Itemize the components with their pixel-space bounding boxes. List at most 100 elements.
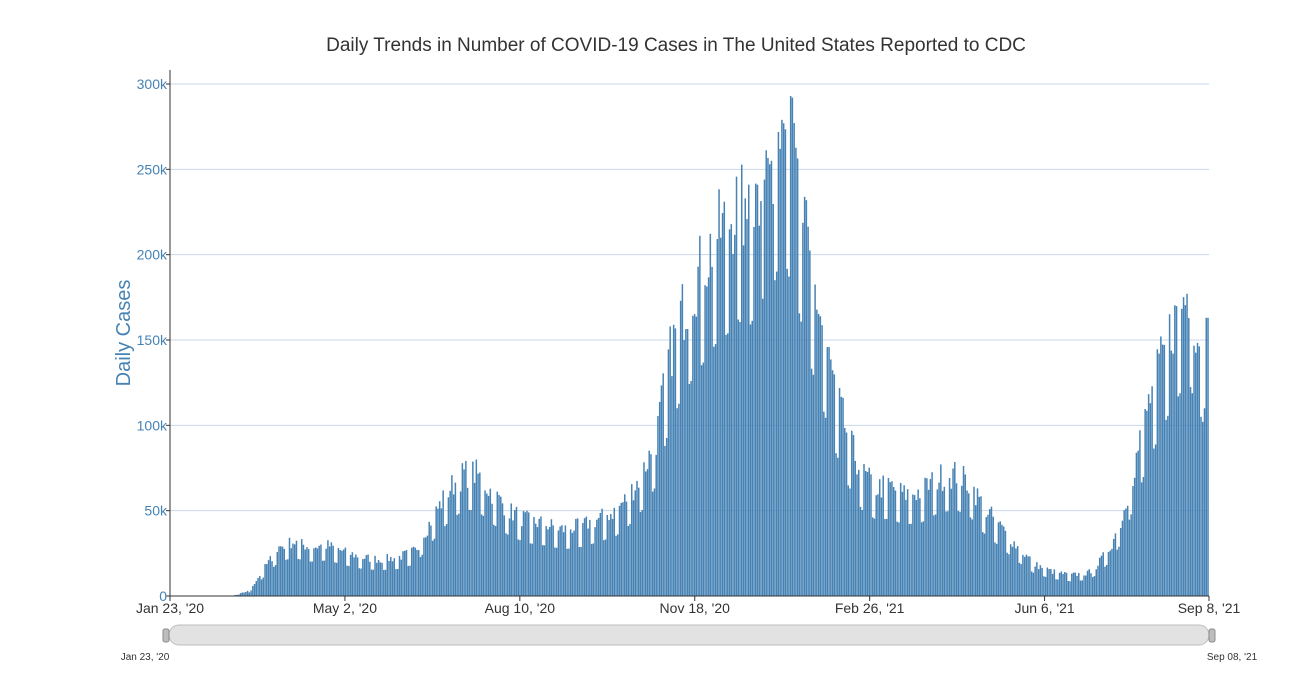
bar[interactable] — [234, 594, 237, 596]
bar[interactable] — [417, 550, 420, 596]
bar[interactable] — [596, 519, 598, 596]
bar[interactable] — [1189, 387, 1192, 596]
bar[interactable] — [501, 503, 504, 596]
bar[interactable] — [344, 547, 347, 596]
bar[interactable] — [541, 545, 544, 596]
bar[interactable] — [662, 373, 664, 596]
bar[interactable] — [884, 519, 886, 596]
bar[interactable] — [1093, 576, 1096, 596]
bar[interactable] — [779, 148, 781, 596]
bar[interactable] — [866, 471, 869, 596]
bar[interactable] — [444, 526, 446, 596]
bar[interactable] — [725, 334, 727, 596]
bar[interactable] — [461, 463, 464, 596]
bar[interactable] — [632, 500, 635, 596]
bar[interactable] — [1191, 393, 1194, 596]
bar[interactable] — [576, 518, 579, 596]
bar[interactable] — [1182, 297, 1185, 596]
bar[interactable] — [756, 184, 759, 596]
bar[interactable] — [927, 489, 930, 596]
bar[interactable] — [571, 532, 574, 596]
bar[interactable] — [720, 237, 722, 596]
bar[interactable] — [594, 527, 596, 596]
bar[interactable] — [625, 501, 628, 596]
bar[interactable] — [1006, 552, 1008, 596]
bar[interactable] — [615, 535, 617, 596]
bar[interactable] — [674, 328, 677, 596]
bar[interactable] — [734, 234, 736, 596]
bar[interactable] — [386, 554, 389, 596]
bar[interactable] — [941, 490, 944, 596]
bar[interactable] — [379, 562, 382, 596]
bar[interactable] — [926, 478, 928, 596]
bar[interactable] — [348, 566, 350, 596]
bar[interactable] — [877, 494, 879, 596]
bar[interactable] — [1025, 554, 1028, 596]
bar[interactable] — [1037, 569, 1040, 596]
bar[interactable] — [971, 519, 974, 596]
bar[interactable] — [980, 496, 982, 596]
bar[interactable] — [430, 525, 432, 596]
bar[interactable] — [351, 552, 354, 596]
bar[interactable] — [943, 486, 946, 596]
bar[interactable] — [1126, 505, 1129, 596]
bar[interactable] — [1081, 580, 1084, 596]
bar[interactable] — [812, 374, 815, 596]
bar[interactable] — [1043, 576, 1045, 596]
bar[interactable] — [685, 329, 687, 596]
bar[interactable] — [985, 517, 987, 596]
bar[interactable] — [302, 544, 305, 596]
bar[interactable] — [445, 523, 448, 596]
bar[interactable] — [1076, 575, 1078, 596]
bar[interactable] — [856, 474, 858, 596]
bar[interactable] — [1207, 317, 1209, 596]
bar[interactable] — [353, 557, 355, 596]
bar[interactable] — [1092, 577, 1094, 596]
bar[interactable] — [899, 482, 902, 596]
bar[interactable] — [913, 495, 916, 596]
bar[interactable] — [393, 558, 396, 596]
bar[interactable] — [644, 471, 647, 596]
bar[interactable] — [655, 454, 657, 596]
bar[interactable] — [631, 484, 633, 596]
bar[interactable] — [494, 525, 497, 596]
bar[interactable] — [688, 384, 691, 596]
bar[interactable] — [243, 592, 245, 596]
bar[interactable] — [1067, 581, 1070, 596]
bar[interactable] — [465, 460, 467, 596]
bar[interactable] — [966, 490, 968, 597]
bar[interactable] — [772, 203, 774, 597]
bar[interactable] — [280, 546, 282, 596]
bar[interactable] — [641, 509, 643, 596]
bar[interactable] — [435, 506, 437, 596]
bar[interactable] — [660, 385, 663, 596]
bar[interactable] — [934, 514, 937, 596]
bar[interactable] — [878, 479, 881, 596]
bar[interactable] — [255, 581, 258, 596]
bar[interactable] — [751, 320, 753, 596]
bar[interactable] — [327, 540, 329, 596]
bar[interactable] — [1109, 550, 1111, 596]
bar[interactable] — [1051, 573, 1054, 596]
bar[interactable] — [711, 266, 713, 596]
bar[interactable] — [306, 547, 308, 596]
bar[interactable] — [597, 517, 600, 596]
bar[interactable] — [1193, 345, 1195, 596]
bar[interactable] — [742, 245, 745, 596]
bar[interactable] — [452, 494, 455, 596]
bar[interactable] — [975, 505, 977, 596]
bar[interactable] — [624, 494, 626, 596]
bar[interactable] — [981, 532, 984, 596]
bar[interactable] — [365, 555, 368, 596]
bar[interactable] — [475, 459, 478, 596]
bar[interactable] — [793, 123, 795, 596]
bar[interactable] — [248, 592, 251, 596]
bar[interactable] — [978, 496, 981, 596]
bar[interactable] — [1198, 346, 1201, 596]
bar[interactable] — [403, 550, 406, 596]
bar[interactable] — [961, 485, 963, 596]
bar[interactable] — [973, 486, 975, 596]
bar[interactable] — [999, 521, 1001, 596]
bar[interactable] — [479, 472, 481, 596]
bar[interactable] — [678, 403, 680, 596]
